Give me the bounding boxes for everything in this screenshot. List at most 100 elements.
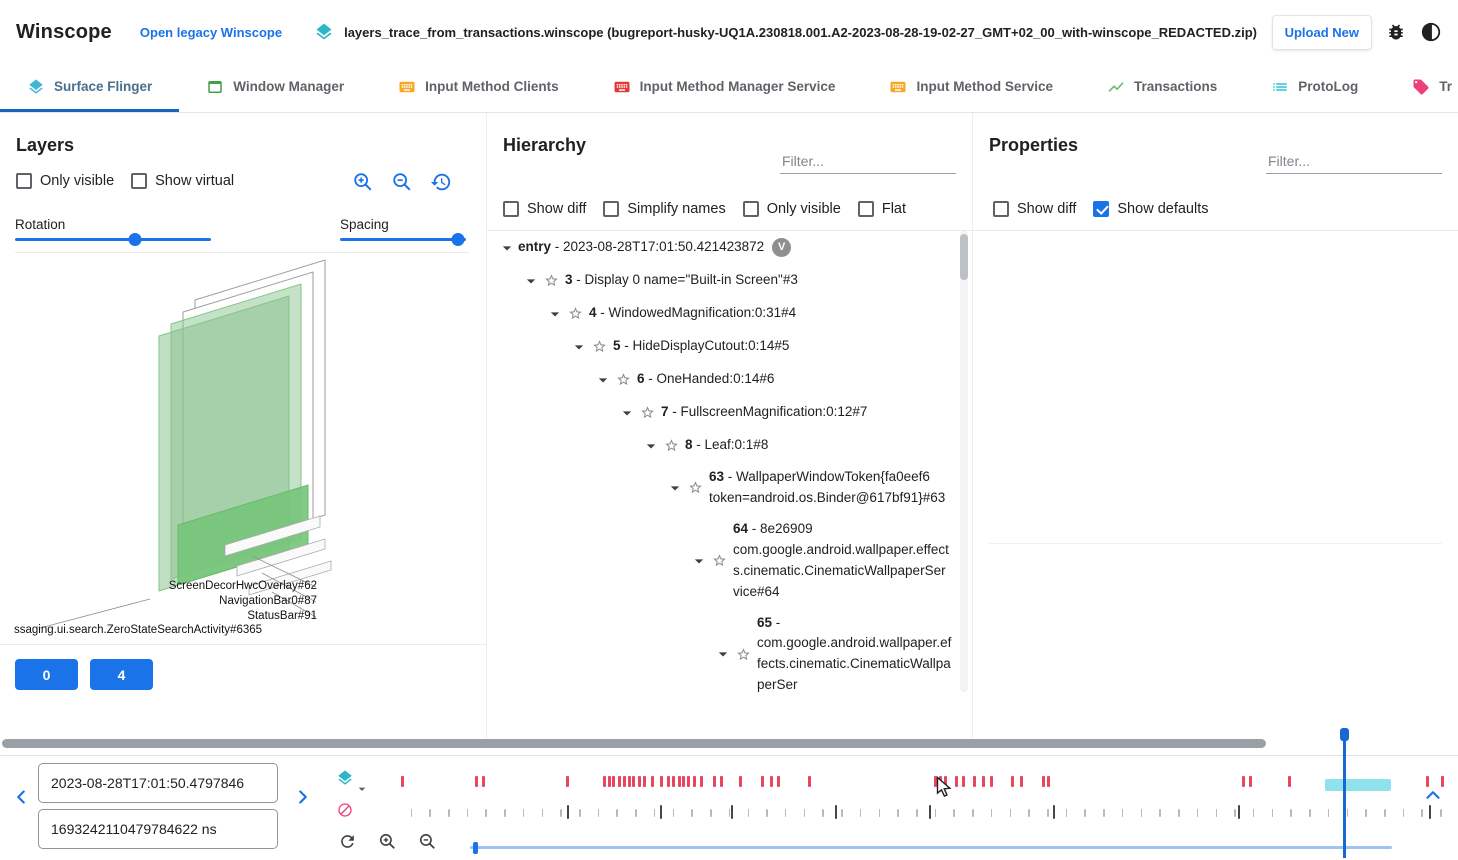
expand-caret-icon[interactable] bbox=[497, 238, 517, 258]
layers-trace-icon[interactable] bbox=[336, 769, 354, 787]
star-icon[interactable] bbox=[640, 405, 655, 420]
surfaceflinger-timeline-track[interactable] bbox=[400, 770, 1456, 794]
tab-input-method-service[interactable]: Input Method Service bbox=[862, 64, 1080, 112]
tx-minor-tick bbox=[1384, 809, 1386, 817]
scrollbar-thumb[interactable] bbox=[2, 739, 1266, 748]
timestamp-ns-field[interactable]: 1693242110479784622 ns bbox=[38, 809, 278, 849]
tree-node-65[interactable]: 65 - com.google.android.wallpaper.effect… bbox=[487, 608, 958, 692]
expand-caret-icon[interactable] bbox=[593, 370, 613, 390]
rotation-slider-handle[interactable] bbox=[128, 232, 142, 246]
refresh-icon[interactable] bbox=[338, 832, 357, 851]
tx-minor-tick bbox=[635, 809, 637, 817]
tx-event-tick bbox=[929, 805, 932, 819]
bug-report-icon[interactable] bbox=[1386, 22, 1406, 42]
sf-event-tick bbox=[1249, 776, 1253, 787]
checkbox-only-visible[interactable]: Only visible bbox=[742, 201, 841, 217]
collapse-timeline-icon[interactable] bbox=[1420, 782, 1446, 808]
timeline-position-marker[interactable] bbox=[1340, 728, 1349, 858]
expand-caret-icon[interactable] bbox=[545, 304, 565, 324]
star-icon[interactable] bbox=[592, 339, 607, 354]
expand-caret-icon[interactable] bbox=[641, 436, 661, 456]
star-icon[interactable] bbox=[712, 553, 727, 568]
layer-strip[interactable] bbox=[248, 560, 332, 596]
horizontal-scrollbar[interactable] bbox=[0, 739, 1458, 749]
expand-caret-icon[interactable] bbox=[617, 403, 637, 423]
scrollbar-thumb[interactable] bbox=[960, 234, 968, 280]
hierarchy-filter-input[interactable] bbox=[780, 149, 956, 174]
tab-tr[interactable]: Tr bbox=[1385, 64, 1458, 112]
zoom-out-icon[interactable] bbox=[418, 832, 437, 851]
tx-minor-tick bbox=[1290, 809, 1292, 817]
star-icon[interactable] bbox=[616, 372, 631, 387]
tree-node-5[interactable]: 5 - HideDisplayCutout:0:14#5 bbox=[487, 330, 958, 363]
spacing-label: Spacing bbox=[340, 217, 389, 232]
star-icon[interactable] bbox=[736, 647, 751, 662]
timeline-selection[interactable] bbox=[1325, 779, 1391, 791]
display-button-0[interactable]: 0 bbox=[15, 659, 78, 690]
tree-node-3[interactable]: 3 - Display 0 name="Built-in Screen"#3 bbox=[487, 264, 958, 297]
tree-node-6[interactable]: 6 - OneHanded:0:14#6 bbox=[487, 363, 958, 396]
open-legacy-link[interactable]: Open legacy Winscope bbox=[139, 24, 283, 40]
hierarchy-scrollbar[interactable] bbox=[960, 231, 968, 692]
chevron-down-icon[interactable] bbox=[354, 781, 370, 797]
tab-input-method-clients[interactable]: Input Method Clients bbox=[371, 64, 585, 112]
checkbox-show-virtual[interactable]: Show virtual bbox=[131, 173, 234, 189]
tree-node-entry[interactable]: entry - 2023-08-28T17:01:50.421423872 V bbox=[487, 231, 958, 264]
layer-strip[interactable] bbox=[224, 515, 321, 557]
tree-node-8[interactable]: 8 - Leaf:0:1#8 bbox=[487, 429, 958, 462]
upload-new-button[interactable]: Upload New bbox=[1271, 14, 1372, 50]
checkbox-show-defaults[interactable]: Show defaults bbox=[1093, 201, 1208, 217]
expand-caret-icon[interactable] bbox=[689, 551, 709, 571]
tree-node-4[interactable]: 4 - WindowedMagnification:0:31#4 bbox=[487, 297, 958, 330]
window-icon bbox=[206, 78, 224, 96]
spacing-slider[interactable] bbox=[340, 232, 466, 246]
tab-protolog[interactable]: ProtoLog bbox=[1244, 64, 1385, 112]
dark-mode-icon[interactable] bbox=[1420, 21, 1442, 43]
tab-input-method-manager-service[interactable]: Input Method Manager Service bbox=[586, 64, 863, 112]
expand-caret-icon[interactable] bbox=[521, 271, 541, 291]
expand-caret-icon[interactable] bbox=[569, 337, 589, 357]
next-entry-icon[interactable] bbox=[290, 784, 316, 810]
tx-minor-tick bbox=[1084, 809, 1086, 817]
spacing-slider-handle[interactable] bbox=[451, 232, 465, 246]
tree-node-7[interactable]: 7 - FullscreenMagnification:0:12#7 bbox=[487, 396, 958, 429]
star-icon[interactable] bbox=[544, 273, 559, 288]
layers-3d-view[interactable] bbox=[0, 255, 487, 645]
checkbox-simplify-names[interactable]: Simplify names bbox=[603, 201, 726, 217]
checkbox-show-diff[interactable]: Show diff bbox=[993, 201, 1076, 217]
expand-caret-icon[interactable] bbox=[665, 478, 685, 498]
zoom-in-icon[interactable] bbox=[352, 171, 374, 193]
prev-entry-icon[interactable] bbox=[8, 784, 34, 810]
properties-filter-input[interactable] bbox=[1266, 149, 1442, 174]
marker-handle[interactable] bbox=[1340, 728, 1349, 741]
tree-node-64[interactable]: 64 - 8e26909 com.google.android.wallpape… bbox=[487, 514, 958, 608]
tree-node-label: 63 - WallpaperWindowToken{fa0eef6 token=… bbox=[709, 469, 946, 505]
checkbox-flat[interactable]: Flat bbox=[857, 201, 906, 217]
layer-strip[interactable] bbox=[236, 538, 326, 577]
timestamp-human-field[interactable]: 2023-08-28T17:01:50.4797846 bbox=[38, 763, 278, 803]
transactions-timeline-track[interactable] bbox=[400, 800, 1456, 824]
restore-view-icon[interactable] bbox=[430, 171, 452, 193]
checkbox-show-diff[interactable]: Show diff bbox=[503, 201, 586, 217]
transactions-trace-icon[interactable] bbox=[337, 802, 353, 818]
tab-window-manager[interactable]: Window Manager bbox=[179, 64, 371, 112]
zoom-out-icon[interactable] bbox=[391, 171, 413, 193]
checkbox-only-visible[interactable]: Only visible bbox=[16, 173, 114, 189]
tab-transactions[interactable]: Transactions bbox=[1080, 64, 1244, 112]
rotation-slider[interactable] bbox=[15, 232, 211, 246]
tx-minor-tick bbox=[859, 809, 862, 817]
zoom-slider-handle[interactable] bbox=[472, 841, 478, 854]
star-icon[interactable] bbox=[688, 480, 703, 495]
display-button-4[interactable]: 4 bbox=[90, 659, 153, 690]
timeline-zoom-slider[interactable] bbox=[470, 840, 1392, 854]
tab-surface-flinger[interactable]: Surface Flinger bbox=[0, 64, 180, 112]
tree-node-63[interactable]: 63 - WallpaperWindowToken{fa0eef6 token=… bbox=[487, 462, 958, 514]
checkbox-box bbox=[503, 201, 519, 217]
expand-caret-icon[interactable] bbox=[713, 644, 733, 664]
layers-icon bbox=[314, 22, 334, 42]
star-icon[interactable] bbox=[568, 306, 583, 321]
tx-minor-tick bbox=[766, 809, 768, 817]
star-icon[interactable] bbox=[664, 438, 679, 453]
tx-minor-tick bbox=[972, 809, 974, 817]
zoom-in-icon[interactable] bbox=[378, 832, 397, 851]
